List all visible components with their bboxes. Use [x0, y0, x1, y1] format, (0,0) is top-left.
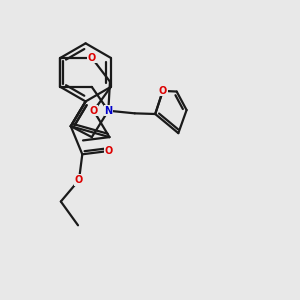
Text: O: O — [105, 146, 113, 156]
Text: N: N — [104, 106, 112, 116]
Text: O: O — [88, 53, 96, 63]
Text: O: O — [75, 175, 83, 185]
Text: O: O — [89, 106, 98, 116]
Text: O: O — [159, 86, 167, 96]
